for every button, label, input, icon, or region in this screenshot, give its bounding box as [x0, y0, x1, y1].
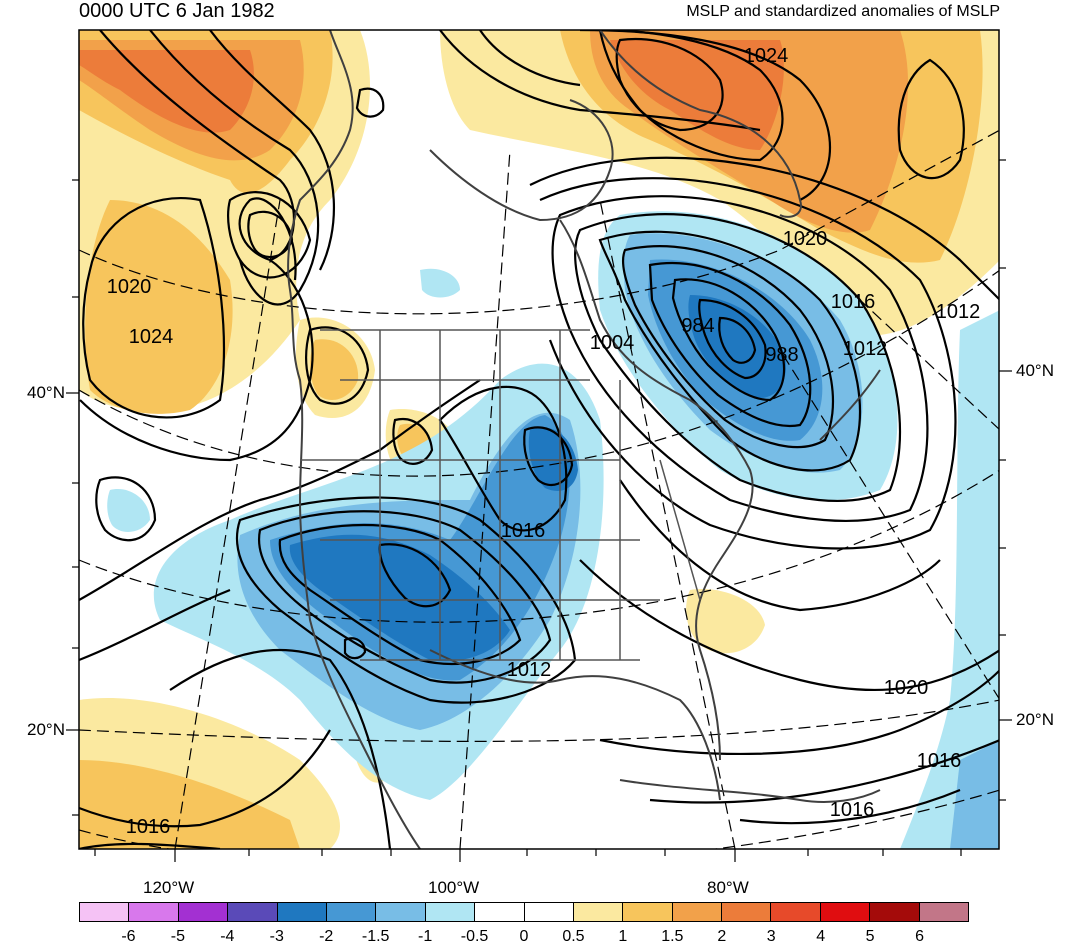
lat-label-20n-right: 20°N [1016, 710, 1054, 729]
colorbar-tick-label: 4 [816, 928, 826, 945]
lon-label-120w: 120°W [143, 878, 195, 897]
colorbar-swatch [425, 903, 476, 921]
colorbar-tick-label: -2 [319, 928, 334, 945]
colorbar-swatch [178, 903, 229, 921]
contour-label-1016-east: 1016 [831, 291, 876, 313]
colorbar-tick-label: 5 [865, 928, 875, 945]
lat-label-40n-left: 40°N [27, 383, 65, 402]
colorbar-tick-label: 0 [519, 928, 529, 945]
colorbar-tick-label: 6 [915, 928, 924, 945]
colorbar-swatch [376, 903, 426, 921]
colorbar-tick-label: -1.5 [361, 928, 390, 945]
colorbar-tick-label: 1 [618, 928, 628, 945]
colorbar [79, 902, 969, 922]
lat-label-40n-right: 40°N [1016, 361, 1054, 380]
colorbar-tick-label: 3 [766, 928, 776, 945]
contour-label-1012-atlantic: 1012 [843, 338, 888, 360]
graticule [79, 129, 999, 849]
colorbar-tick-label: 1.5 [661, 928, 684, 945]
contour-label-1016-caribbean: 1016 [830, 799, 875, 821]
colorbar-swatch [919, 903, 969, 921]
contour-label-1012-south: 1012 [507, 659, 552, 681]
colorbar-tick-label: -1 [417, 928, 433, 945]
contour-label-1016-plains: 1016 [501, 520, 546, 542]
contour-label-984: 984 [681, 315, 714, 337]
colorbar-swatch [722, 903, 772, 921]
contour-label-1024-west: 1024 [129, 326, 174, 348]
colorbar-swatch [326, 903, 377, 921]
contour-label-1020-atlantic: 1020 [884, 677, 929, 699]
map-time-title: 0000 UTC 6 Jan 1982 [79, 0, 275, 22]
colorbar-swatch [870, 903, 920, 921]
negative-anomaly-shading [107, 211, 999, 849]
lat-label-20n-left: 20°N [27, 720, 65, 739]
colorbar-swatch [771, 903, 821, 921]
map-title: MSLP and standardized anomalies of MSLP [686, 3, 1000, 20]
colorbar-tick-label: 0.5 [562, 928, 585, 945]
contour-label-1012-east: 1012 [936, 301, 981, 323]
colorbar-tick-label: -3 [269, 928, 284, 945]
colorbar-swatch [573, 903, 624, 921]
contour-labels: 1024 1020 1016 1012 1020 1024 984 988 10… [107, 45, 981, 838]
contour-label-1016-pacific: 1016 [126, 816, 171, 838]
colorbar-tick-label: -5 [170, 928, 185, 945]
colorbar-swatch [80, 903, 130, 921]
contour-label-1004: 1004 [590, 332, 635, 354]
contour-label-1016-atlantic: 1016 [917, 750, 962, 772]
colorbar-swatch [623, 903, 673, 921]
contour-label-1020-west: 1020 [107, 276, 152, 298]
colorbar-swatch [820, 903, 871, 921]
plot-frame [78, 29, 1000, 850]
colorbar-swatch [672, 903, 723, 921]
mslp-contours [79, 30, 999, 849]
colorbar-swatch [524, 903, 574, 921]
contour-label-988: 988 [765, 344, 798, 366]
contour-label-1024-north: 1024 [744, 45, 789, 67]
coastlines [287, 30, 881, 849]
colorbar-tick-label: 2 [717, 928, 727, 945]
axis-ticks [66, 159, 1012, 862]
colorbar-tick-label: -6 [121, 928, 136, 945]
colorbar-swatch [277, 903, 327, 921]
state-boundaries [300, 329, 701, 661]
colorbar-swatch [129, 903, 179, 921]
colorbar-tick-label: -4 [220, 928, 235, 945]
lon-label-100w: 100°W [428, 878, 480, 897]
colorbar-swatch [475, 903, 525, 921]
contour-label-1020-labrador: 1020 [783, 228, 828, 250]
lon-label-80w: 80°W [707, 878, 749, 897]
colorbar-swatch [228, 903, 278, 921]
colorbar-tick-label: -0.5 [460, 928, 489, 945]
